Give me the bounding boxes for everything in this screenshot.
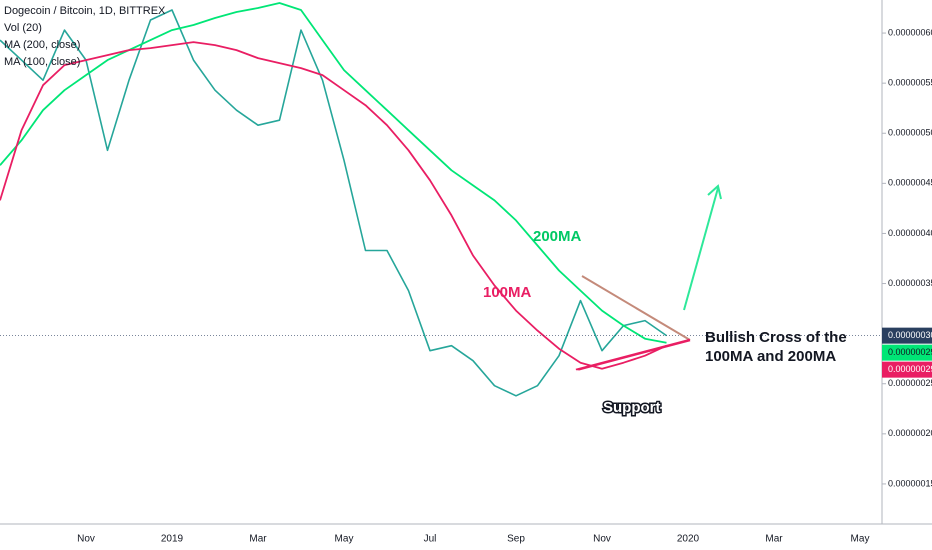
last-value-label: 0.00000029 <box>888 347 932 357</box>
y-tick-label: 0.00000015 <box>888 478 932 488</box>
drawings <box>575 184 722 395</box>
x-tick-label: 2020 <box>677 534 700 545</box>
last-value-label: 0.00000029 <box>888 364 932 374</box>
annotation: 200MA <box>533 228 582 245</box>
y-tick-label: 0.00000040 <box>888 228 932 238</box>
x-tick-label: Nov <box>593 534 611 545</box>
legend-entry: MA (100, close) <box>4 56 80 68</box>
x-tick-label: Sep <box>507 534 525 545</box>
last-value-box <box>882 361 932 378</box>
triangle-lower <box>575 338 691 372</box>
y-tick-label: 0.00000055 <box>888 78 932 88</box>
annotation: Support <box>603 399 661 416</box>
support-arrows <box>576 352 657 395</box>
x-tick-label: May <box>851 534 870 545</box>
chart-title: Dogecoin / Bitcoin, 1D, BITTREX <box>4 5 166 17</box>
last-value-box <box>882 344 932 361</box>
x-tick-label: May <box>335 534 354 545</box>
last-value-box <box>882 327 932 344</box>
indicator-label: Vol (20) <box>4 22 42 34</box>
y-tick-label: 0.00000020 <box>888 428 932 438</box>
annotation: 100MA <box>483 284 532 301</box>
x-tick-label: Mar <box>249 534 267 545</box>
up-arrow <box>683 187 719 311</box>
y-tick-label: 0.00000045 <box>888 178 932 188</box>
annotation: Bullish Cross of the <box>705 329 847 346</box>
ma-line <box>0 2 667 344</box>
y-tick-label: 0.00000035 <box>888 278 932 288</box>
triangle-upper <box>581 275 691 341</box>
x-tick-label: 2019 <box>161 534 184 545</box>
x-tick-label: Mar <box>765 534 783 545</box>
y-tick-label: 0.00000050 <box>888 128 932 138</box>
legend-entry: MA (200, close) <box>4 39 80 51</box>
y-tick-label: 0.00000060 <box>888 27 932 37</box>
last-value-label: 0.00000030 <box>888 330 932 340</box>
x-tick-label: Jul <box>424 534 437 545</box>
y-tick-label: 0.00000025 <box>888 378 932 388</box>
up-arrow-head <box>707 184 722 200</box>
price-line <box>0 9 667 397</box>
ma-line <box>0 41 667 370</box>
x-tick-label: Nov <box>77 534 95 545</box>
annotation: 100MA and 200MA <box>705 348 836 365</box>
plot <box>0 2 882 397</box>
